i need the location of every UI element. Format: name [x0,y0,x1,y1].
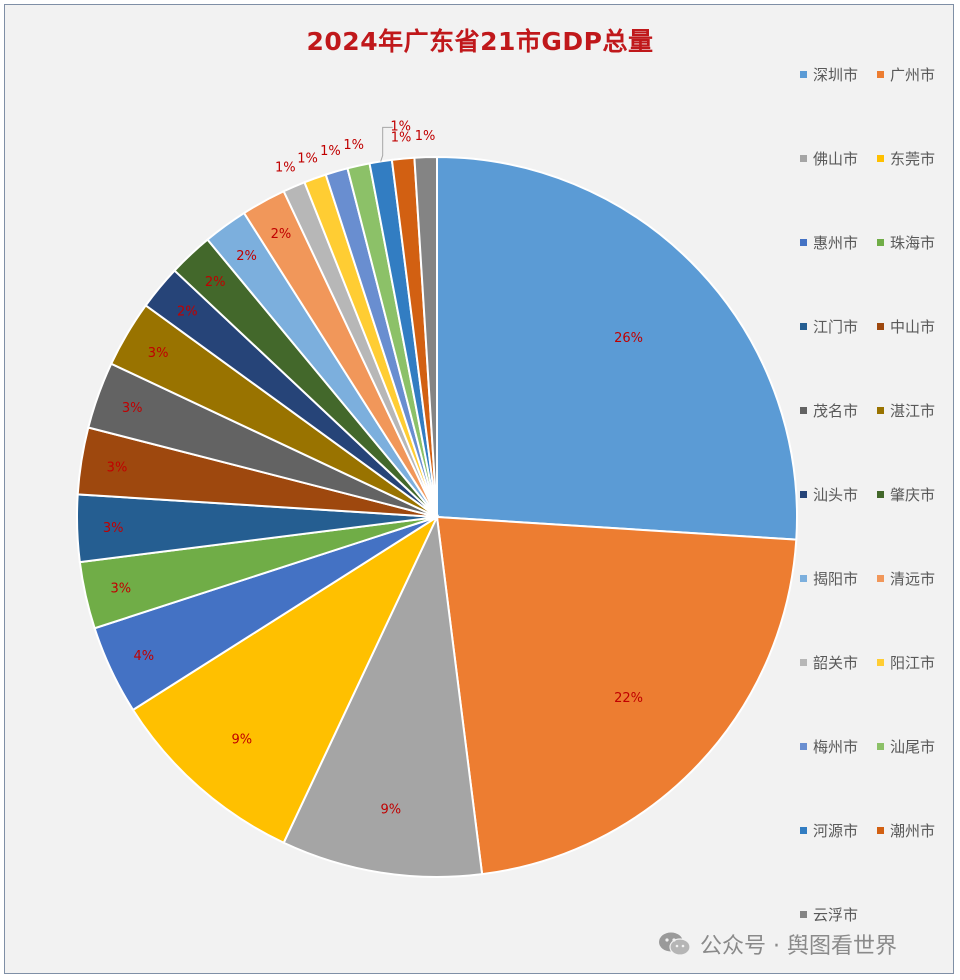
legend-swatch [877,323,884,330]
legend-item: 江门市 [800,316,858,337]
legend-label: 梅州市 [813,738,859,756]
watermark: 公众号 · 舆图看世界 [654,928,901,960]
legend-item: 清远市 [877,568,935,589]
leader-line [380,126,393,162]
watermark-text: 公众号 · 舆图看世界 [700,934,897,959]
data-label-5: 4% [134,649,155,664]
legend-label: 韶关市 [813,654,859,672]
data-label-10: 3% [148,346,169,361]
pie-slice-21 [413,155,438,518]
legend-item: 肇庆市 [877,484,935,505]
legend-item: 云浮市 [800,904,858,925]
data-label-16: 1% [297,152,318,167]
legend-label: 佛山市 [813,150,859,168]
legend-label: 潮州市 [890,822,936,840]
legend-label: 河源市 [813,822,859,840]
legend-item: 汕头市 [800,484,858,505]
legend-swatch [800,743,807,750]
data-label-9: 3% [122,401,143,416]
data-label-1: 26% [614,331,643,346]
data-label-17: 1% [320,144,341,159]
legend-label: 广州市 [890,66,936,84]
legend-swatch [800,575,807,582]
legend-label: 肇庆市 [890,486,936,504]
legend-item: 梅州市 [800,736,858,757]
legend-item: 阳江市 [877,652,935,673]
data-label-18: 1% [343,138,364,153]
data-label-20: 1% [391,131,412,146]
data-label-2: 22% [614,691,643,706]
legend-swatch [877,155,884,162]
legend-swatch [800,155,807,162]
legend-label: 江门市 [813,318,859,336]
pie-slice-1 [436,155,798,541]
legend-swatch [800,659,807,666]
chart-title: 2024年广东省21市GDP总量 [306,27,654,56]
legend-swatch [877,71,884,78]
legend-swatch [877,659,884,666]
legend-item: 湛江市 [877,400,935,421]
legend-label: 茂名市 [813,402,859,420]
legend-swatch [800,407,807,414]
legend-label: 惠州市 [813,234,859,252]
data-label-13: 2% [236,249,257,264]
data-label-6: 3% [110,582,131,597]
legend-label: 中山市 [890,318,936,336]
legend-swatch [877,491,884,498]
legend-label: 汕尾市 [890,738,936,756]
data-label-12: 2% [205,275,226,290]
legend-label: 湛江市 [890,402,936,420]
legend-item: 惠州市 [800,232,858,253]
data-label-8: 3% [107,460,128,475]
legend-label: 珠海市 [890,234,936,252]
legend-swatch [800,911,807,918]
legend-swatch [877,575,884,582]
legend-swatch [800,827,807,834]
legend-label: 云浮市 [813,906,859,924]
legend-item: 珠海市 [877,232,935,253]
wechat-icon [659,932,691,956]
legend-item: 东莞市 [877,148,935,169]
legend-item: 中山市 [877,316,935,337]
legend-item: 广州市 [877,64,935,85]
legend-item: 佛山市 [800,148,858,169]
data-label-7: 3% [103,521,124,536]
legend-item: 潮州市 [877,820,935,841]
legend-item: 深圳市 [800,64,858,85]
legend-swatch [800,71,807,78]
data-label-4: 9% [231,732,252,747]
legend-swatch [877,239,884,246]
legend-swatch [800,323,807,330]
legend-item: 茂名市 [800,400,858,421]
data-label-14: 2% [271,227,292,242]
legend-item: 韶关市 [800,652,858,673]
pie-slice-2 [435,515,798,876]
legend-item: 汕尾市 [877,736,935,757]
legend-item: 河源市 [800,820,858,841]
data-label-11: 2% [177,304,198,319]
legend-label: 清远市 [890,570,936,588]
pie-slice-3 [282,513,484,878]
legend-swatch [800,239,807,246]
legend-swatch [877,827,884,834]
legend-label: 阳江市 [890,654,936,672]
legend-label: 东莞市 [890,150,936,168]
data-label-3: 9% [381,803,402,818]
pie-slice-4 [131,514,440,845]
data-label-21: 1% [415,129,436,144]
legend-item: 揭阳市 [800,568,858,589]
legend-label: 汕头市 [813,486,859,504]
legend-swatch [800,491,807,498]
legend-label: 揭阳市 [813,570,859,588]
data-label-15: 1% [275,160,296,175]
legend-swatch [877,407,884,414]
legend-label: 深圳市 [813,66,859,84]
legend-swatch [877,743,884,750]
data-label-19: 1% [390,119,411,134]
